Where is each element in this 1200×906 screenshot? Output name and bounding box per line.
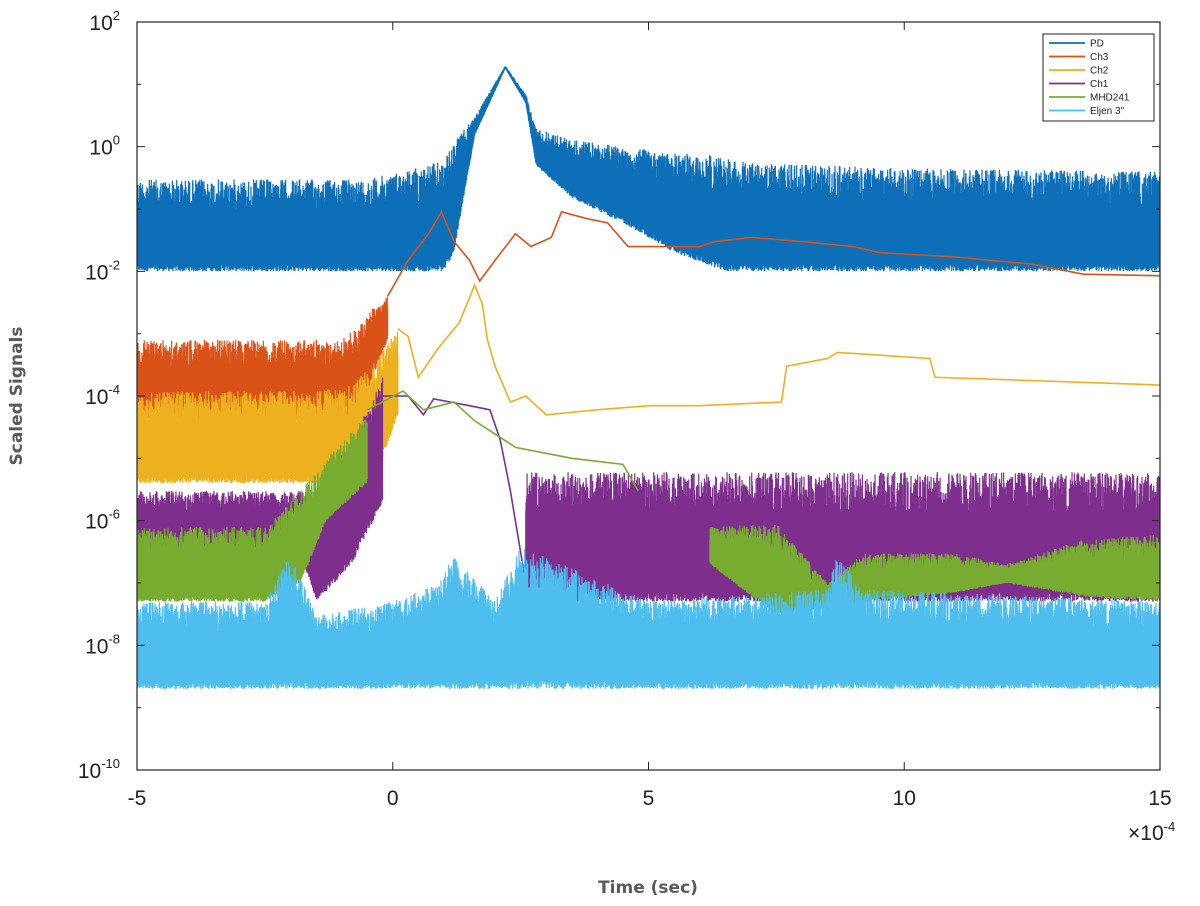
series-1-noise	[137, 296, 389, 421]
y-tick-label-base: 10	[78, 760, 101, 783]
series-4-line	[366, 390, 639, 492]
y-tick-label-base: 10	[85, 386, 108, 409]
series-1	[137, 210, 1160, 421]
y-tick-label-exp: -6	[108, 507, 120, 522]
y-tick-label: 10-8	[85, 631, 120, 658]
series-5-noise	[137, 549, 1160, 689]
y-tick-label-base: 10	[89, 12, 112, 35]
series-0-noise	[137, 66, 1160, 272]
series-layer	[137, 66, 1160, 689]
series-4-noise-2	[709, 525, 1160, 615]
x-axis-multiplier-exp: -4	[1164, 819, 1176, 834]
y-tick-label-exp: -4	[108, 382, 120, 397]
series-4-noise	[137, 419, 368, 602]
x-axis-title: Time (sec)	[598, 878, 698, 898]
y-tick-label-exp: 2	[113, 8, 120, 23]
x-tick-label: -5	[128, 787, 147, 810]
y-axis-title: Scaled Signals	[7, 327, 27, 466]
legend: PD Ch3 Ch2 Ch1 MHD241 Eljen 3"	[1042, 33, 1155, 122]
series-5	[137, 549, 1160, 689]
series-0	[137, 66, 1160, 272]
x-tick-label: 15	[1148, 787, 1171, 810]
y-tick-label-base: 10	[89, 137, 112, 160]
series-2-line	[397, 283, 1160, 416]
legend-label: PD	[1090, 39, 1104, 50]
y-tick-label-exp: -8	[108, 631, 120, 646]
y-tick-label: 100	[89, 133, 120, 160]
y-tick-label-exp: -10	[101, 756, 120, 771]
y-tick-label-exp: 0	[113, 133, 120, 148]
y-tick-label-base: 10	[85, 511, 108, 534]
y-tick-label: 10-10	[78, 756, 120, 783]
series-3-line	[382, 395, 527, 584]
series-1-line	[386, 210, 1160, 297]
legend-box	[1042, 33, 1155, 122]
y-tick-label-exp: -2	[108, 257, 120, 272]
y-tick-label-base: 10	[85, 635, 108, 658]
x-axis-multiplier: ×10-4	[1128, 819, 1175, 845]
x-tick-label: 0	[387, 787, 399, 810]
y-tick-label: 102	[89, 8, 120, 35]
series-4	[137, 390, 1160, 615]
legend-label: Ch1	[1090, 79, 1109, 90]
y-tick-label: 10-6	[85, 507, 120, 534]
legend-label: Eljen 3"	[1090, 106, 1125, 117]
legend-label: MHD241	[1090, 93, 1130, 104]
legend-label: Ch2	[1090, 66, 1109, 77]
x-tick-label: 5	[643, 787, 655, 810]
x-tick-label: 10	[893, 787, 916, 810]
y-tick-label: 10-2	[85, 257, 120, 284]
y-tick-label: 10-4	[85, 382, 120, 409]
y-tick-label-base: 10	[85, 261, 108, 284]
x-axis-multiplier-base: ×10	[1128, 822, 1164, 845]
legend-label: Ch3	[1090, 52, 1109, 63]
